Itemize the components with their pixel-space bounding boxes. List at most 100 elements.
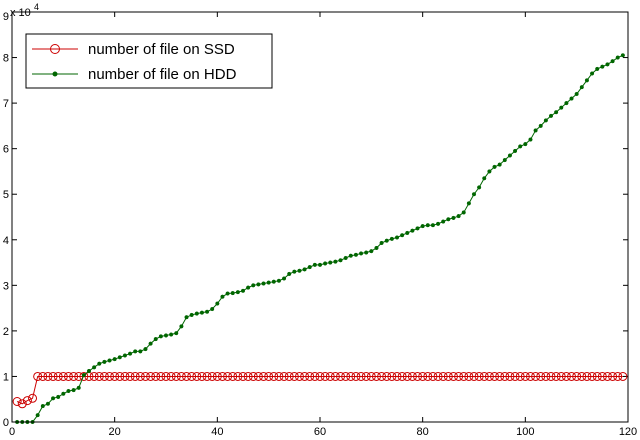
- data-point: [120, 371, 130, 381]
- data-point: [163, 333, 169, 338]
- data-point: [66, 388, 71, 394]
- data-point: [471, 192, 477, 197]
- data-point: [564, 101, 569, 106]
- data-point: [215, 301, 220, 306]
- data-point: [443, 371, 453, 381]
- series-line: [17, 54, 624, 423]
- y-multiplier-exponent: 4: [34, 2, 39, 12]
- legend-ssd-marker: [50, 44, 60, 54]
- y-tick-label: 5: [3, 189, 9, 201]
- data-point: [433, 371, 443, 381]
- data-point: [371, 371, 381, 381]
- data-point: [94, 371, 104, 381]
- data-point: [238, 371, 248, 381]
- data-point: [605, 62, 610, 67]
- data-point: [495, 371, 505, 381]
- data-point: [548, 113, 554, 118]
- data-point: [292, 269, 297, 274]
- data-point: [520, 371, 530, 381]
- data-point: [194, 311, 199, 316]
- data-point: [418, 371, 428, 381]
- data-point: [567, 371, 577, 381]
- data-point: [140, 371, 150, 381]
- data-point: [197, 371, 207, 381]
- y-tick-label: 8: [3, 53, 9, 65]
- data-point: [551, 371, 561, 381]
- data-point: [531, 371, 541, 381]
- data-point: [341, 371, 351, 381]
- data-point: [271, 279, 276, 284]
- data-point: [582, 371, 592, 381]
- data-point: [374, 245, 379, 251]
- data-point: [353, 252, 358, 257]
- data-point: [105, 371, 115, 381]
- data-point: [135, 371, 145, 381]
- data-point: [518, 144, 523, 149]
- data-point: [130, 371, 140, 381]
- data-point: [33, 371, 43, 381]
- data-point: [248, 371, 258, 381]
- data-point: [413, 371, 423, 381]
- data-point: [212, 371, 222, 381]
- x-tick-label: 20: [109, 426, 121, 438]
- data-point: [166, 371, 176, 381]
- data-point: [146, 371, 156, 381]
- data-point: [233, 371, 243, 381]
- series-ssd: [12, 371, 628, 409]
- data-point: [546, 371, 556, 381]
- data-point: [554, 110, 559, 115]
- y-tick-label: 0: [3, 417, 9, 429]
- data-point: [284, 371, 294, 381]
- data-point: [420, 224, 425, 229]
- data-point: [454, 371, 464, 381]
- data-point: [179, 324, 184, 329]
- data-point: [428, 371, 438, 381]
- data-point: [161, 371, 171, 381]
- data-point: [356, 371, 366, 381]
- data-point: [92, 365, 97, 370]
- data-point: [269, 371, 279, 381]
- data-point: [323, 261, 328, 266]
- data-point: [235, 290, 240, 295]
- series-line: [16, 375, 623, 405]
- data-point: [112, 357, 117, 362]
- data-point: [402, 371, 412, 381]
- tick-labels: 0 20 40 60 80 100 120 0 1 2 3 4 5 6 7 8 9: [3, 11, 637, 438]
- data-point: [58, 371, 68, 381]
- data-point: [151, 371, 161, 381]
- y-tick-label: 2: [3, 326, 9, 338]
- data-point: [22, 396, 32, 406]
- data-point: [343, 255, 348, 261]
- data-point: [338, 258, 343, 263]
- data-point: [184, 315, 189, 320]
- data-point: [330, 371, 340, 381]
- data-point: [595, 66, 600, 71]
- x-tick-label: 0: [9, 426, 15, 438]
- data-point: [538, 123, 543, 128]
- data-point: [397, 371, 407, 381]
- data-point: [410, 228, 415, 233]
- data-point: [407, 371, 417, 381]
- data-point: [359, 251, 364, 256]
- data-point: [369, 249, 374, 254]
- data-point: [528, 137, 533, 142]
- data-point: [192, 371, 202, 381]
- data-point: [148, 341, 153, 346]
- data-point: [315, 371, 325, 381]
- data-point: [143, 347, 148, 352]
- data-point: [317, 262, 323, 267]
- data-point: [556, 371, 566, 381]
- data-point: [305, 371, 315, 381]
- data-point: [99, 371, 109, 381]
- legend-ssd-label: number of file on SSD: [88, 41, 235, 58]
- data-point: [35, 413, 40, 418]
- data-point: [436, 221, 441, 226]
- data-point: [579, 85, 584, 90]
- data-point: [469, 371, 479, 381]
- data-point: [461, 210, 466, 215]
- data-point: [71, 388, 76, 393]
- data-point: [176, 371, 186, 381]
- data-point: [336, 371, 346, 381]
- data-point: [505, 371, 515, 381]
